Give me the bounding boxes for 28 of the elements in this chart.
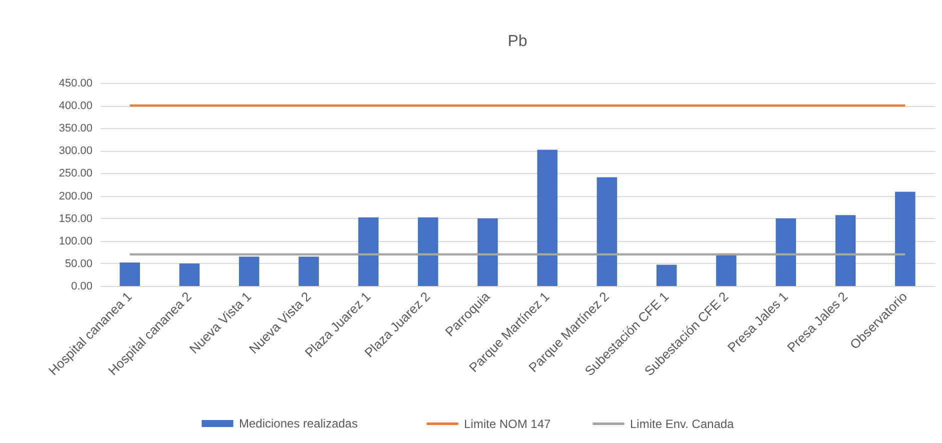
bar — [537, 150, 558, 286]
bar — [418, 217, 438, 286]
y-tick-label: 450.00 — [58, 78, 92, 90]
bar — [358, 217, 379, 286]
bar — [179, 263, 200, 286]
bar — [298, 256, 319, 286]
y-tick-label: 150.00 — [58, 212, 92, 225]
bar — [656, 264, 677, 286]
bar — [835, 215, 856, 286]
y-tick-label: 100.00 — [58, 235, 92, 248]
y-tick-label: 350.00 — [58, 122, 92, 135]
legend-label: Limite Env. Canada — [630, 416, 734, 431]
bar — [716, 255, 736, 286]
legend-label: Mediciones realizadas — [239, 416, 358, 430]
y-tick-label: 300.00 — [58, 145, 92, 158]
y-tick-label: 250.00 — [58, 168, 92, 180]
legend-label: Limite NOM 147 — [464, 416, 552, 431]
bar — [478, 218, 498, 286]
bar — [238, 256, 260, 286]
bar — [895, 192, 916, 286]
chart-title: Pb — [508, 33, 528, 50]
y-tick-label: 200.00 — [58, 190, 92, 202]
y-tick-label: 400.00 — [58, 100, 92, 112]
bar — [120, 262, 140, 286]
y-tick-label: 0.00 — [71, 280, 92, 292]
bar — [596, 177, 618, 286]
bar — [776, 218, 796, 286]
y-tick-label: 50.00 — [64, 258, 92, 270]
